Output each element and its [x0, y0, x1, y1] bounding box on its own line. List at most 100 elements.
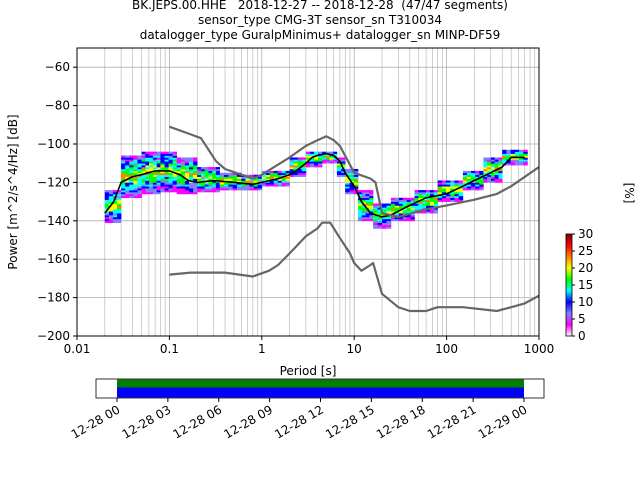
heatmap-cell — [369, 199, 374, 202]
heatmap-cell — [325, 151, 330, 154]
heatmap-cell — [314, 157, 319, 160]
heatmap-cell — [172, 159, 178, 162]
heatmap-cell — [253, 178, 259, 181]
heatmap-cell — [168, 172, 173, 176]
heatmap-cell — [301, 159, 307, 162]
heatmap-cell — [345, 192, 350, 195]
heatmap-cell — [498, 172, 503, 176]
heatmap-cell — [236, 188, 242, 191]
heatmap-cell — [506, 163, 511, 166]
heatmap-cell — [212, 170, 217, 174]
heatmap-cell — [133, 159, 138, 162]
heatmap-cell — [402, 205, 407, 208]
heatmap-cell — [125, 165, 130, 168]
heatmap-cell — [498, 178, 503, 181]
heatmap-cell — [172, 155, 178, 158]
heatmap-cell — [293, 174, 299, 177]
heatmap-cell — [168, 159, 173, 162]
series-lines — [104, 125, 539, 313]
heatmap-cell — [232, 174, 238, 177]
heatmap-cell — [402, 209, 407, 212]
heatmap-cell — [414, 199, 419, 202]
heatmap-cell — [305, 165, 311, 168]
heatmap-cell — [156, 153, 161, 156]
heatmap-cell — [141, 163, 146, 166]
heatmap-cell — [414, 205, 419, 208]
heatmap-cell — [390, 216, 396, 220]
heatmap-cell — [176, 184, 182, 187]
heatmap-cell — [253, 174, 259, 177]
heatmap-cell — [228, 178, 233, 181]
heatmap-cell — [172, 165, 178, 168]
heatmap-cell — [149, 167, 154, 170]
heatmap-cell — [498, 170, 503, 174]
heatmap-cell — [382, 222, 387, 225]
heatmap-cell — [215, 184, 220, 187]
heatmap-cell — [498, 176, 503, 179]
heatmap-cell — [228, 172, 233, 176]
heatmap-cell — [172, 188, 178, 191]
heatmap-cell — [215, 176, 220, 179]
heatmap-cell — [197, 176, 202, 179]
heatmap-cell — [145, 159, 150, 162]
heatmap-cell — [141, 161, 146, 164]
heatmap-cell — [414, 197, 419, 200]
heatmap-cell — [204, 174, 209, 177]
heatmap-cell — [341, 161, 346, 164]
heatmap-cell — [104, 213, 110, 216]
heatmap-cell — [309, 159, 315, 162]
heatmap-cell — [514, 149, 520, 152]
heatmap-cell — [325, 157, 330, 160]
heatmap-cell — [490, 176, 495, 179]
heatmap-cell — [322, 157, 327, 160]
heatmap-cell — [365, 216, 370, 220]
heatmap-cell — [104, 218, 110, 222]
heatmap-cell — [289, 168, 294, 172]
colorbar-label: [%] — [622, 183, 636, 204]
heatmap-cell — [373, 215, 378, 218]
heatmap-cell — [322, 159, 327, 162]
heatmap-cell — [353, 180, 359, 183]
heatmap-cell — [483, 159, 488, 162]
heatmap-cell — [305, 157, 311, 160]
heatmap-cell — [156, 188, 161, 191]
chart-title: BK.JEPS.00.HHE 2018-12-27 -- 2018-12-28 … — [132, 0, 508, 12]
heatmap-cell — [441, 184, 447, 187]
heatmap-cell — [398, 197, 404, 200]
heatmap-cell — [519, 161, 524, 164]
heatmap-cell — [402, 211, 407, 214]
heatmap-cell — [121, 188, 126, 191]
heatmap-cell — [523, 163, 528, 166]
heatmap-cell — [197, 190, 202, 193]
colorbar-tick-label: 30 — [578, 227, 593, 241]
heatmap-cell — [479, 182, 484, 185]
heatmap-cell — [172, 170, 178, 174]
timeline-data-bar — [117, 387, 524, 398]
heatmap-cell — [277, 184, 282, 187]
heatmap-cell — [108, 220, 114, 224]
x-tick-label: 0.1 — [160, 342, 179, 356]
heatmap-cell — [336, 174, 342, 177]
heatmap-cell — [301, 170, 307, 174]
heatmap-cell — [462, 186, 468, 189]
heatmap-cell — [189, 163, 194, 166]
heatmap-cell — [297, 168, 303, 172]
heatmap-cell — [406, 218, 411, 222]
heatmap-cell — [160, 182, 165, 185]
colorbar-tick-label: 15 — [578, 278, 593, 292]
heatmap-cell — [382, 205, 387, 208]
heatmap-cell — [117, 197, 122, 200]
heatmap-cell — [104, 207, 110, 210]
heatmap-cell — [156, 174, 161, 177]
heatmap-cell — [450, 197, 455, 200]
heatmap-cell — [129, 193, 134, 197]
heatmap-cell — [129, 182, 134, 185]
heatmap-cell — [215, 174, 220, 177]
heatmap-cell — [390, 201, 396, 204]
heatmap-cell — [394, 216, 400, 220]
heatmap-cell — [487, 170, 492, 174]
heatmap-cell — [257, 186, 263, 189]
heatmap-cell — [184, 190, 190, 193]
heatmap-cell — [208, 182, 213, 185]
heatmap-cell — [176, 159, 182, 162]
